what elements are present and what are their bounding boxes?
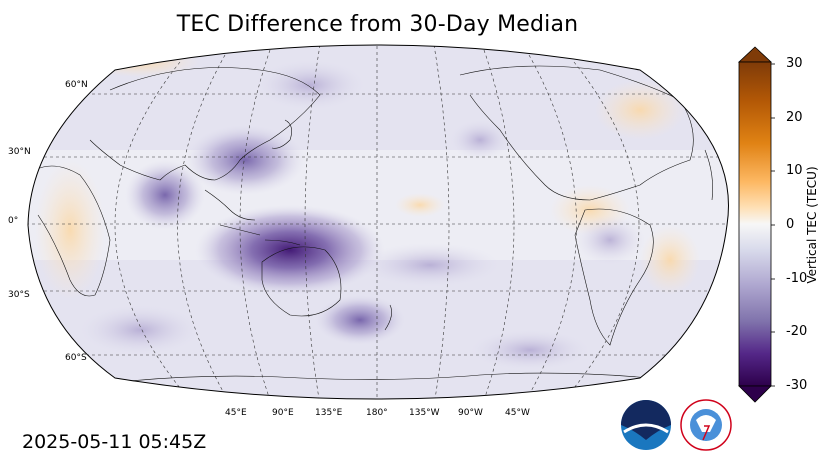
colorbar-label: Vertical TEC (TECU) [805,166,819,284]
lat-label-60s: 60°S [65,353,87,363]
lat-label-30n: 30°N [8,147,31,157]
page-title: TEC Difference from 30-Day Median [176,12,579,37]
colorbar-tick-30: 30 [786,56,803,71]
coastlines [34,59,713,386]
nws-logo-icon [680,399,732,451]
noaa-logo-icon [621,400,671,450]
colorbar-extend-bottom [738,385,772,403]
lon-label-180: 180° [366,408,388,418]
globe-outline [27,44,729,400]
colorbar-tick-0: 0 [786,217,795,232]
tec-field [28,45,729,399]
lon-label-45w: 45°W [505,408,530,418]
graticule [28,45,729,399]
colorbar-tick-20: 20 [786,110,803,125]
colorbar-tick-neg10: -10 [786,271,808,286]
colorbar-tick-10: 10 [786,163,803,178]
colorbar [737,46,775,403]
colorbar-extend-top [737,46,773,63]
lon-label-45e: 45°E [225,408,247,418]
lon-label-90e: 90°E [272,408,294,418]
lat-label-equator: 0° [8,216,19,226]
colorbar-gradient [738,61,772,387]
lon-label-135e: 135°E [315,408,343,418]
colorbar-tick-neg30: -30 [786,378,808,393]
lat-label-60n: 60°N [65,80,88,90]
colorbar-tick-neg20: -20 [786,324,808,339]
lon-label-90w: 90°W [458,408,483,418]
lon-label-135w: 135°W [409,408,440,418]
timestamp: 2025-05-11 05:45Z [22,431,207,453]
lat-label-30s: 30°S [8,290,30,300]
